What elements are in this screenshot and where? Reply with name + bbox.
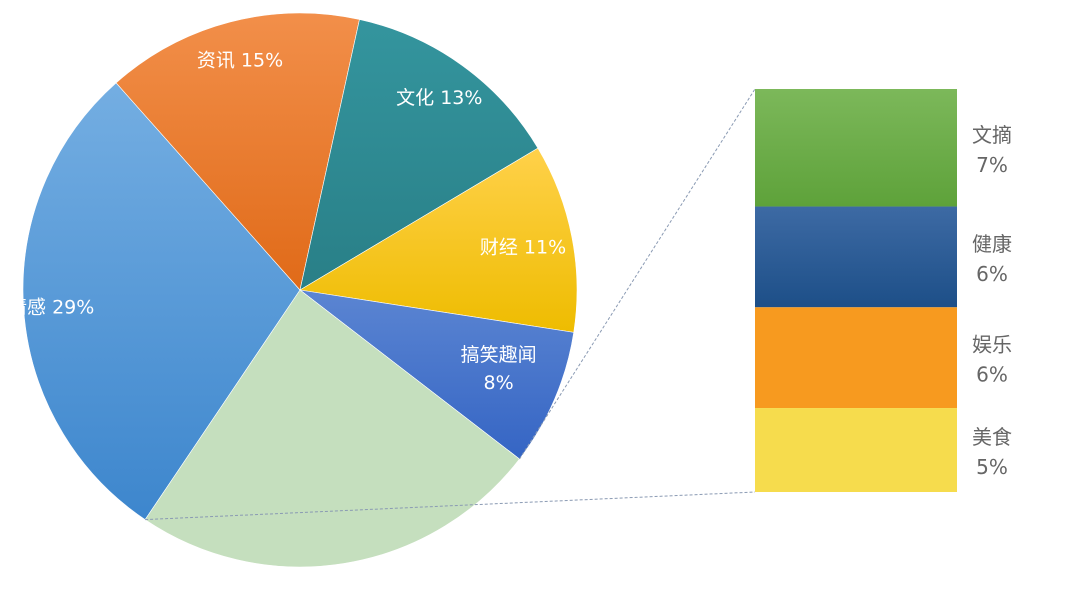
pie-label: 情感 29% bbox=[8, 297, 94, 319]
bar-label-name: 娱乐 bbox=[972, 333, 1012, 357]
bar-label-name: 文摘 bbox=[972, 123, 1012, 147]
bar-label-name: 健康 bbox=[972, 232, 1012, 256]
bar-label-value: 6% bbox=[976, 262, 1008, 286]
pie-label-name: 搞笑趣闻 bbox=[461, 344, 537, 366]
stacked-bar bbox=[755, 89, 957, 492]
pie-label: 财经 11% bbox=[480, 237, 566, 259]
connector-lines bbox=[145, 88, 756, 521]
bar-segment bbox=[755, 206, 957, 308]
pie-slice bbox=[22, 82, 301, 521]
bar-label-value: 7% bbox=[976, 153, 1008, 177]
pie-label: 文化 13% bbox=[396, 87, 482, 109]
pie-slice bbox=[144, 289, 520, 568]
bar-label-name: 美食 bbox=[972, 425, 1012, 449]
bar-label-value: 5% bbox=[976, 455, 1008, 479]
pie-label: 资讯 15% bbox=[197, 50, 283, 72]
pie-group bbox=[22, 12, 578, 568]
label-group: 情感 29% 资讯 15% 文化 13% 财经 11% 搞笑趣闻 8% 文摘 7% 健康 6% 娱乐… bbox=[8, 50, 1012, 480]
connector-line-bottom bbox=[145, 491, 756, 521]
pie-slice bbox=[115, 12, 360, 291]
pie-label-value: 8% bbox=[484, 372, 514, 394]
bar-label-value: 6% bbox=[976, 363, 1008, 387]
bar-segment bbox=[755, 408, 957, 492]
pie-slice bbox=[299, 147, 578, 333]
pie-slice bbox=[299, 19, 539, 291]
bar-segment bbox=[755, 307, 957, 409]
connector-line-top bbox=[519, 88, 756, 460]
bar-segment bbox=[755, 89, 957, 207]
